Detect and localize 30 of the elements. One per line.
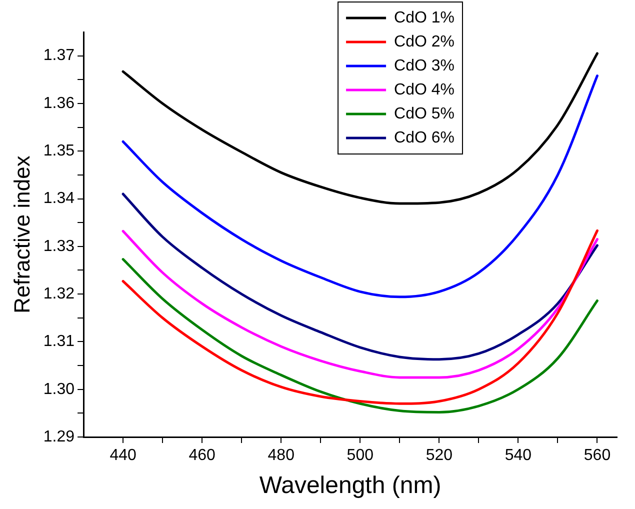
legend-label: CdO 6%: [394, 129, 455, 146]
line-series: [122, 230, 598, 379]
y-tick-label: 1.37: [43, 47, 75, 64]
y-tick-label: 1.31: [43, 333, 75, 350]
legend-label: CdO 2%: [394, 33, 455, 50]
x-tick-label: 500: [346, 447, 374, 464]
legend-label: CdO 5%: [394, 105, 455, 122]
x-tick-label: 460: [188, 447, 216, 464]
y-tick-label: 1.33: [43, 238, 75, 255]
y-tick-label: 1.32: [43, 285, 75, 302]
x-tick-label: 480: [268, 447, 295, 464]
y-tick-label: 1.29: [43, 428, 75, 446]
y-tick-label: 1.36: [43, 94, 75, 112]
line-series: [122, 192, 598, 361]
y-tick-label: 1.34: [43, 190, 75, 208]
x-tick-label: 560: [584, 447, 611, 464]
x-tick-label: 520: [426, 447, 453, 464]
line-series: [122, 52, 598, 205]
y-axis-title: Refractive index: [9, 156, 34, 314]
line-series: [122, 229, 598, 405]
line-series: [122, 74, 598, 298]
legend-label: CdO 1%: [394, 9, 455, 26]
y-tick-label: 1.35: [43, 142, 75, 160]
y-tick-label: 1.30: [43, 380, 75, 398]
legend-label: CdO 4%: [394, 81, 455, 98]
x-tick-label: 440: [110, 447, 136, 464]
line-series: [122, 258, 598, 414]
x-axis-title: Wavelength (nm): [259, 472, 442, 500]
x-tick-label: 540: [504, 447, 532, 464]
legend-label: CdO 3%: [394, 57, 455, 74]
